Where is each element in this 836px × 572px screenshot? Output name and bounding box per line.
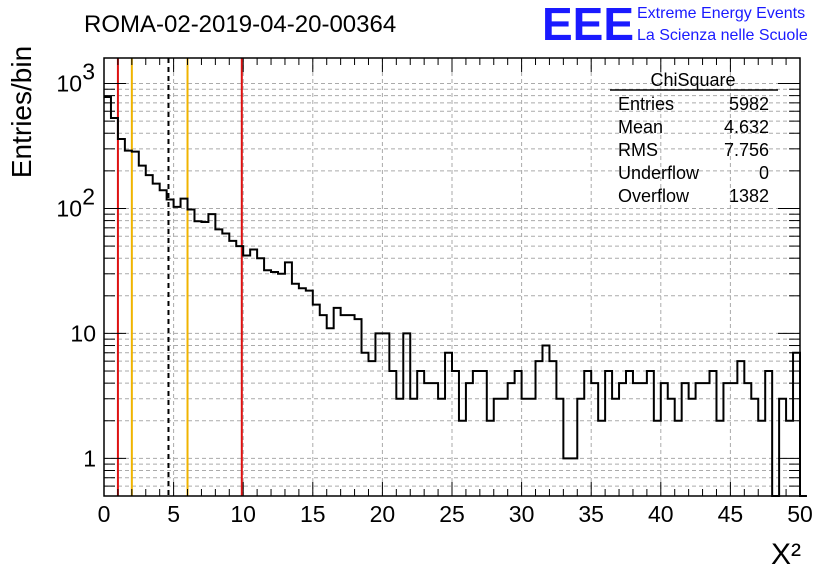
axis-ticks (103, 58, 801, 496)
stats-box: ChiSquare Entries 5982 Mean 4.632 RMS 7.756 Un… (610, 70, 778, 206)
x-tick-label: 40 (648, 501, 674, 527)
stats-row-value: 5982 (729, 94, 769, 114)
x-tick-label: 5 (167, 501, 180, 527)
stats-box-title: ChiSquare (650, 70, 735, 90)
y-tick-label: 10 (70, 320, 96, 346)
stats-row-label: Entries (618, 94, 674, 114)
run-title: ROMA-02-2019-04-20-00364 (84, 11, 396, 38)
stats-row-label: RMS (618, 140, 658, 160)
grid (104, 58, 800, 496)
y-tick-label: 1 (83, 445, 96, 471)
stats-row-value: 1382 (729, 186, 769, 206)
y-tick-exponent: 3 (82, 59, 95, 85)
eee-logo: EEE Extreme Energy Events La Scienza nel… (542, 0, 808, 50)
threshold-lines (116, 58, 243, 496)
logo-subtitle-1: Extreme Energy Events (637, 5, 805, 22)
histogram (104, 95, 807, 497)
stats-row-label: Underflow (618, 163, 700, 183)
x-axis-title: X² (771, 538, 801, 571)
x-tick-label: 45 (718, 501, 744, 527)
stats-row-label: Mean (618, 117, 663, 137)
stats-row-value: 0 (759, 163, 769, 183)
x-tick-labels: 0 5 10 15 20 25 30 35 40 45 50 (98, 501, 813, 527)
x-tick-label: 50 (787, 501, 813, 527)
y-tick-exponent: 2 (82, 183, 95, 209)
x-tick-label: 25 (439, 501, 465, 527)
y-tick-label: 10 (56, 71, 82, 97)
logo-letters: EEE (542, 0, 634, 50)
stats-row-label: Overflow (618, 186, 690, 206)
y-tick-label: 10 (56, 195, 82, 221)
x-tick-label: 20 (370, 501, 396, 527)
x-tick-label: 0 (98, 501, 111, 527)
logo-subtitle-2: La Scienza nelle Scuole (637, 27, 808, 44)
stats-row-value: 7.756 (724, 140, 769, 160)
y-axis-title: Entries/bin (6, 46, 37, 178)
histogram-step-line (104, 95, 807, 497)
x-tick-label: 10 (230, 501, 256, 527)
x-tick-label: 35 (578, 501, 604, 527)
x-tick-label: 30 (509, 501, 535, 527)
x-tick-label: 15 (300, 501, 326, 527)
stats-row-value: 4.632 (724, 117, 769, 137)
